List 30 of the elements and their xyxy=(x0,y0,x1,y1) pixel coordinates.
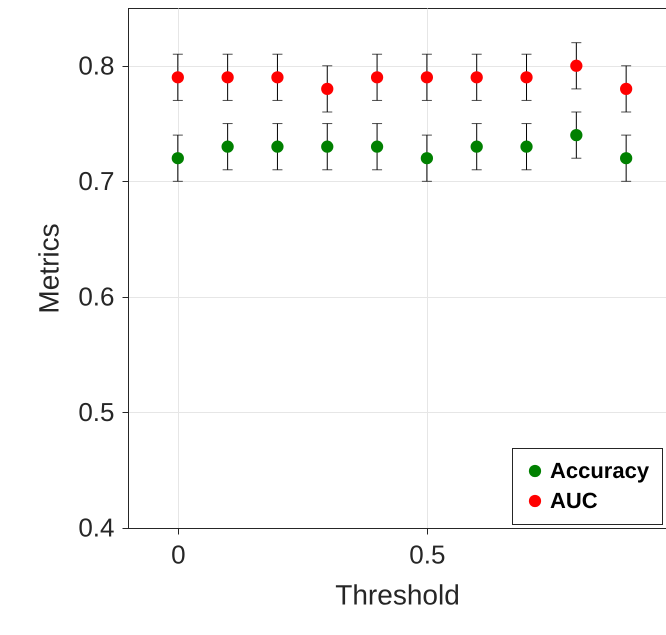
point xyxy=(470,71,483,84)
point xyxy=(370,140,384,153)
point xyxy=(172,71,184,84)
point xyxy=(420,152,434,164)
point xyxy=(570,129,582,142)
point xyxy=(420,71,434,84)
point xyxy=(620,152,632,164)
point xyxy=(321,140,334,153)
y-tick-label: 0.8 xyxy=(78,50,114,80)
legend-label: AUC xyxy=(550,488,598,513)
point xyxy=(620,82,632,95)
point xyxy=(222,71,234,84)
x-axis-title: Threshold xyxy=(335,580,460,610)
y-axis-title: Metrics xyxy=(33,223,64,314)
point xyxy=(370,71,384,84)
point xyxy=(222,140,234,153)
y-tick-label: 0.6 xyxy=(78,281,114,312)
point xyxy=(271,71,284,84)
x-tick-label: 0 xyxy=(171,540,186,570)
point xyxy=(570,60,582,72)
point xyxy=(470,140,483,153)
point xyxy=(271,140,284,153)
y-tick-label: 0.7 xyxy=(78,166,114,196)
legend-label: Accuracy xyxy=(550,458,650,483)
point xyxy=(172,152,184,164)
point xyxy=(520,140,533,153)
point xyxy=(520,71,533,84)
y-tick-label: 0.4 xyxy=(78,512,114,542)
y-tick-label: 0.5 xyxy=(78,396,114,427)
point xyxy=(321,82,334,95)
